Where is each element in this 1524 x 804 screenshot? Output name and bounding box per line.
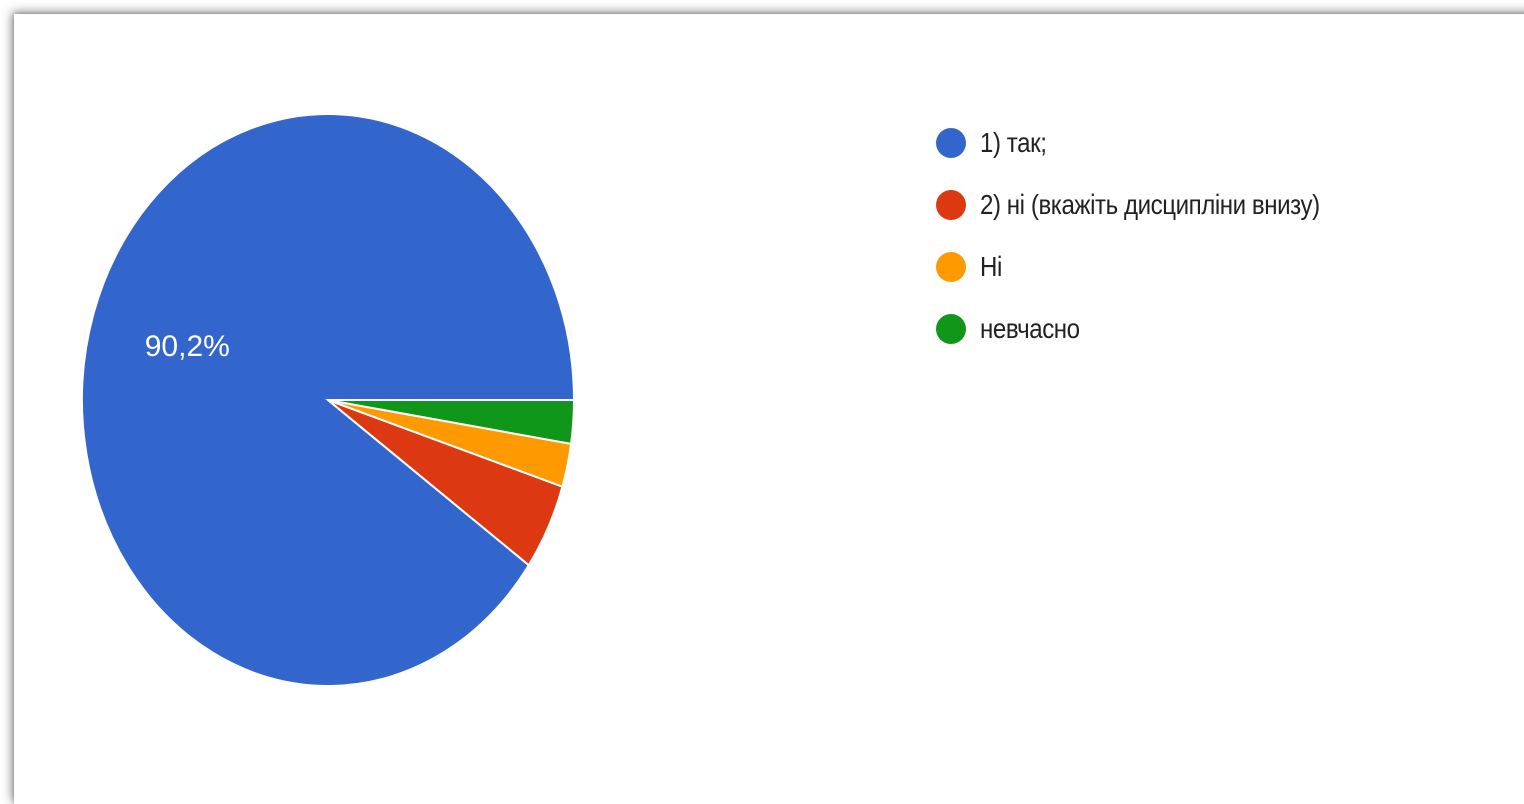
legend-label: Ні <box>980 251 1002 282</box>
legend-swatch <box>936 314 966 344</box>
legend-label: 1) так; <box>980 127 1047 158</box>
legend-item-tak[interactable]: 1) так; <box>936 112 1375 174</box>
pie-chart: 90,2% <box>81 113 576 687</box>
pie-data-label: 90,2% <box>145 330 230 363</box>
pie-data-labels: 90,2% <box>145 330 230 363</box>
legend-label: невчасно <box>980 313 1080 344</box>
legend-item-ni-vkazhit[interactable]: 2) ні (вкажіть дисципліни внизу) <box>936 174 1375 236</box>
legend: 1) так; 2) ні (вкажіть дисципліни внизу)… <box>936 112 1375 360</box>
legend-item-nevchasno[interactable]: невчасно <box>936 298 1375 360</box>
legend-item-ni[interactable]: Ні <box>936 236 1375 298</box>
legend-swatch <box>936 252 966 282</box>
legend-label: 2) ні (вкажіть дисципліни внизу) <box>980 189 1320 220</box>
pie-slice[interactable] <box>327 399 576 446</box>
legend-swatch <box>936 128 966 158</box>
legend-swatch <box>936 190 966 220</box>
pie-slices <box>81 113 576 687</box>
